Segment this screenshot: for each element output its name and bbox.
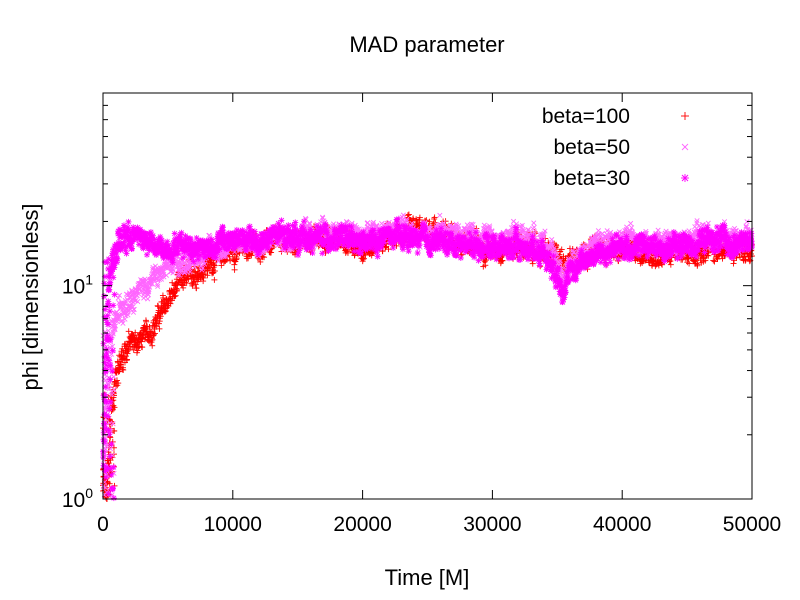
x-axis-label: Time [M]	[385, 565, 470, 590]
legend-marker	[681, 112, 689, 120]
legend-marker	[681, 174, 689, 182]
chart-title: MAD parameter	[349, 32, 504, 57]
x-tick-label: 40000	[593, 513, 651, 536]
legend: beta=100 beta=50 beta=30	[542, 105, 689, 190]
legend-marker	[681, 143, 689, 151]
legend-label: beta=50	[554, 136, 631, 159]
data-points	[100, 211, 755, 502]
axes: 0 10000 20000 30000 40000 50000 100 101	[62, 92, 781, 536]
x-tick-label: 10000	[204, 513, 262, 536]
x-tick-label: 50000	[723, 513, 781, 536]
x-tick-label: 0	[97, 513, 109, 536]
x-tick-label: 20000	[333, 513, 391, 536]
y-tick-label: 101	[62, 272, 93, 299]
y-axis-label: phi [dimensionless]	[18, 203, 43, 390]
legend-label: beta=100	[542, 105, 630, 128]
series-beta=30	[100, 216, 755, 502]
x-tick-label: 30000	[463, 513, 521, 536]
y-tick-label: 100	[62, 485, 93, 512]
plot-frame	[102, 92, 753, 500]
legend-label: beta=30	[554, 167, 631, 190]
